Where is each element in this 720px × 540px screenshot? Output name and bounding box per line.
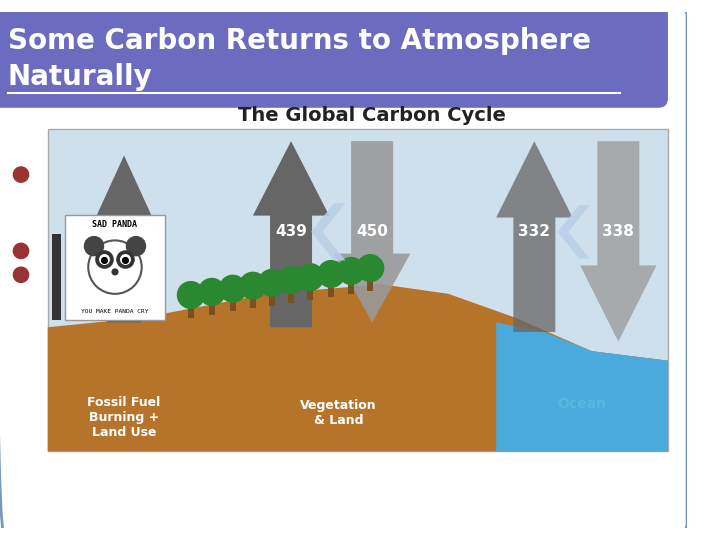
- Polygon shape: [48, 285, 668, 451]
- Circle shape: [84, 237, 104, 255]
- Text: Fossil Fuel
Burning +
Land Use: Fossil Fuel Burning + Land Use: [87, 396, 161, 440]
- Circle shape: [14, 267, 29, 282]
- Bar: [307, 286, 313, 300]
- Bar: [367, 278, 373, 291]
- Circle shape: [199, 279, 225, 305]
- Circle shape: [357, 255, 384, 281]
- Text: 332: 332: [518, 224, 550, 239]
- Bar: [230, 298, 235, 312]
- Circle shape: [258, 269, 285, 296]
- Circle shape: [122, 258, 128, 264]
- Bar: [288, 289, 294, 303]
- Polygon shape: [311, 203, 346, 260]
- Circle shape: [318, 261, 344, 287]
- Circle shape: [96, 251, 113, 268]
- Bar: [250, 295, 256, 308]
- Circle shape: [278, 267, 305, 293]
- FancyBboxPatch shape: [0, 5, 668, 108]
- Text: YOU MAKE PANDA CRY: YOU MAKE PANDA CRY: [81, 309, 149, 314]
- Circle shape: [14, 167, 29, 182]
- Circle shape: [127, 237, 145, 255]
- Bar: [348, 280, 354, 294]
- Circle shape: [89, 240, 142, 294]
- Text: Some Carbon Returns to Atmosphere: Some Carbon Returns to Atmosphere: [8, 27, 590, 55]
- FancyBboxPatch shape: [48, 129, 668, 451]
- Circle shape: [102, 258, 107, 264]
- Polygon shape: [496, 141, 572, 332]
- Circle shape: [338, 258, 364, 285]
- Text: SAD PANDA: SAD PANDA: [92, 220, 138, 229]
- Text: 439: 439: [275, 224, 307, 239]
- Bar: [328, 284, 334, 296]
- Text: Naturally: Naturally: [8, 63, 153, 91]
- Circle shape: [297, 264, 323, 291]
- Text: 29: 29: [113, 234, 135, 249]
- Text: 450: 450: [356, 224, 388, 239]
- Bar: [52, 234, 61, 320]
- Polygon shape: [496, 322, 668, 451]
- Bar: [209, 301, 215, 315]
- Text: 338: 338: [603, 224, 634, 239]
- Bar: [269, 292, 275, 306]
- Polygon shape: [334, 141, 410, 322]
- Circle shape: [240, 272, 266, 299]
- Polygon shape: [580, 141, 657, 342]
- Text: Vegetation
& Land: Vegetation & Land: [300, 399, 377, 427]
- Polygon shape: [558, 205, 590, 259]
- Text: The Global Carbon Cycle: The Global Carbon Cycle: [238, 106, 506, 125]
- Circle shape: [112, 269, 118, 275]
- Bar: [65, 215, 165, 320]
- Circle shape: [99, 255, 109, 264]
- Circle shape: [14, 244, 29, 259]
- Polygon shape: [94, 156, 155, 322]
- Polygon shape: [253, 141, 329, 327]
- Circle shape: [220, 275, 246, 302]
- Text: Ocean: Ocean: [557, 396, 606, 410]
- Bar: [188, 305, 194, 318]
- Circle shape: [117, 251, 134, 268]
- Circle shape: [121, 255, 130, 264]
- Circle shape: [178, 282, 204, 308]
